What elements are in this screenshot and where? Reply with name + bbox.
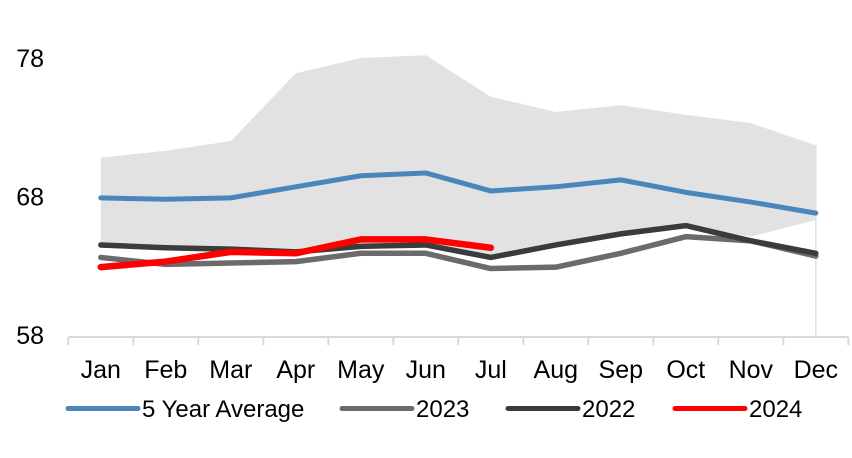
- x-tick-label-nov: Nov: [729, 356, 774, 384]
- legend-item-5-year-average: 5 Year Average: [65, 396, 304, 423]
- x-tick-label-dec: Dec: [794, 356, 838, 384]
- legend-label: 5 Year Average: [142, 396, 304, 423]
- x-tick-label-feb: Feb: [144, 356, 187, 384]
- x-tick-label-aug: Aug: [534, 356, 578, 384]
- legend-label: 2024: [749, 396, 802, 423]
- band-5-year-range: [100, 55, 816, 258]
- legend-label: 2023: [416, 396, 469, 423]
- x-tick-label-may: May: [337, 356, 385, 384]
- series-line-2023: [98, 233, 819, 272]
- y-tick-label-58: 58: [16, 322, 44, 350]
- series-line-2024: [97, 236, 495, 271]
- legend-item-2024: 2024: [672, 396, 802, 423]
- x-tick-label-sep: Sep: [599, 356, 643, 384]
- y-tick-label-78: 78: [16, 45, 44, 73]
- x-tick-label-mar: Mar: [209, 356, 252, 384]
- x-tick-label-jan: Jan: [81, 356, 121, 384]
- legend-item-2023: 2023: [339, 396, 469, 423]
- x-tick-label-apr: Apr: [276, 356, 315, 384]
- x-tick-label-jun: Jun: [406, 356, 446, 384]
- legend-label: 2022: [582, 396, 635, 423]
- legend-item-2022: 2022: [505, 396, 635, 423]
- series-line-2022: [98, 222, 819, 261]
- y-tick-label-68: 68: [16, 184, 44, 212]
- x-tick-label-jul: Jul: [475, 356, 507, 384]
- series-line-5-year-average: [98, 170, 819, 216]
- x-tick-label-oct: Oct: [666, 356, 705, 384]
